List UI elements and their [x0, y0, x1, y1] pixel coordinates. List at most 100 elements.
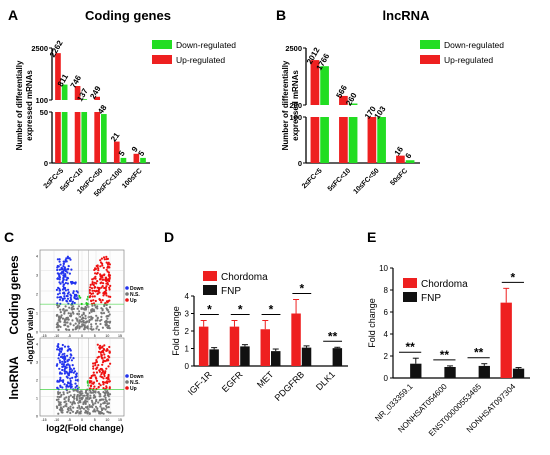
- b-legend-swatch: [420, 55, 440, 64]
- c2-point: [82, 402, 85, 406]
- c2-point: [57, 391, 60, 394]
- c1-point: [108, 313, 111, 316]
- c1-point: [56, 321, 59, 324]
- c1-point: [99, 319, 102, 322]
- c2-point: [87, 384, 90, 387]
- c2-point: [92, 403, 95, 406]
- c1-point: [63, 321, 66, 324]
- d-x-tick-label: EGFR: [220, 369, 245, 394]
- c1-point: [62, 279, 65, 282]
- c1-point: [79, 296, 82, 299]
- c2-point: [103, 353, 106, 356]
- c2-point: [93, 394, 96, 397]
- c2-point: [65, 405, 68, 408]
- c1-point: [96, 319, 99, 322]
- c2-point: [104, 388, 107, 391]
- c1-point: [79, 315, 82, 318]
- c2-point: [89, 394, 92, 397]
- c1-point: [95, 282, 98, 285]
- c1-point: [108, 306, 112, 309]
- c1-point: [104, 324, 107, 327]
- c2-point: [58, 359, 61, 362]
- c2-point: [72, 401, 75, 404]
- c2-point: [60, 355, 63, 358]
- c1-legend-marker: [125, 298, 129, 302]
- c2-point: [105, 400, 108, 403]
- d-bar-chordoma: [229, 326, 240, 366]
- c1-point: [94, 275, 97, 278]
- c2-point: [60, 411, 63, 414]
- c2-point: [85, 400, 89, 403]
- c2-point: [109, 362, 112, 365]
- c2-point: [93, 396, 96, 399]
- c1-point: [59, 308, 62, 311]
- c1-point: [84, 308, 88, 311]
- panel-letter-d: D: [164, 229, 174, 245]
- c2-point: [97, 355, 100, 358]
- c2-point: [89, 391, 92, 394]
- c2-point: [95, 398, 98, 401]
- c2-y-tick-label: 0: [36, 415, 38, 419]
- c1-legend-label: Down: [130, 286, 144, 292]
- c2-point: [102, 359, 105, 362]
- c2-point: [97, 385, 100, 389]
- c2-point: [69, 383, 72, 386]
- c1-point: [95, 327, 98, 330]
- c1-point: [58, 260, 61, 263]
- c1-point: [67, 265, 70, 268]
- c2-point: [98, 347, 101, 350]
- c2-point: [101, 380, 105, 384]
- c1-point: [57, 319, 60, 322]
- c1-y-tick-label: 1: [36, 312, 38, 316]
- c2-point: [105, 367, 108, 370]
- c2-point: [75, 397, 78, 400]
- d-bar-fnp: [240, 346, 250, 366]
- c1-point: [68, 328, 71, 331]
- c2-point: [99, 403, 102, 406]
- c2-point: [101, 368, 104, 371]
- c1-point: [63, 312, 66, 315]
- c1-point: [60, 272, 63, 275]
- d-x-tick-label: IGF-1R: [186, 369, 214, 397]
- c1-point: [93, 304, 96, 307]
- c2-point: [103, 374, 106, 378]
- c1-point: [85, 321, 88, 324]
- panel-c-row-label-lncrna: lncRNA: [7, 356, 21, 400]
- c1-point: [88, 291, 92, 295]
- c1-y-tick-label: 4: [36, 255, 38, 259]
- c1-point: [101, 285, 104, 288]
- d-legend-swatch: [203, 285, 217, 295]
- a-bar-down: [81, 112, 88, 163]
- b-bar-down-upper: [348, 103, 358, 105]
- c2-point: [90, 399, 93, 402]
- c2-point: [104, 396, 107, 399]
- c2-point: [58, 348, 61, 351]
- c1-point: [75, 294, 78, 297]
- c2-point: [61, 368, 64, 372]
- c1-y-tick-label: 2: [36, 293, 38, 297]
- c1-point: [96, 307, 99, 310]
- b-bar-up: [339, 117, 348, 163]
- d-y-tick-label: 3: [185, 310, 190, 319]
- c1-point: [82, 312, 85, 316]
- c1-point: [106, 317, 109, 320]
- c2-point: [86, 380, 89, 383]
- c1-point: [103, 258, 106, 261]
- c1-point: [84, 305, 87, 309]
- c2-point: [68, 348, 72, 351]
- c2-legend-label: Up: [130, 386, 137, 392]
- c2-point: [103, 344, 106, 347]
- c1-point: [69, 280, 73, 284]
- c1-point: [92, 283, 95, 286]
- a-legend-label: Up-regulated: [176, 55, 225, 65]
- c2-point: [56, 345, 59, 348]
- c1-point: [107, 324, 110, 327]
- c1-point: [97, 328, 100, 331]
- c2-point: [94, 364, 97, 367]
- c2-point: [66, 381, 70, 384]
- c2-point: [65, 375, 68, 378]
- c2-point: [79, 401, 82, 404]
- c2-point: [99, 367, 102, 371]
- c2-point: [99, 405, 102, 408]
- c1-point: [105, 255, 108, 258]
